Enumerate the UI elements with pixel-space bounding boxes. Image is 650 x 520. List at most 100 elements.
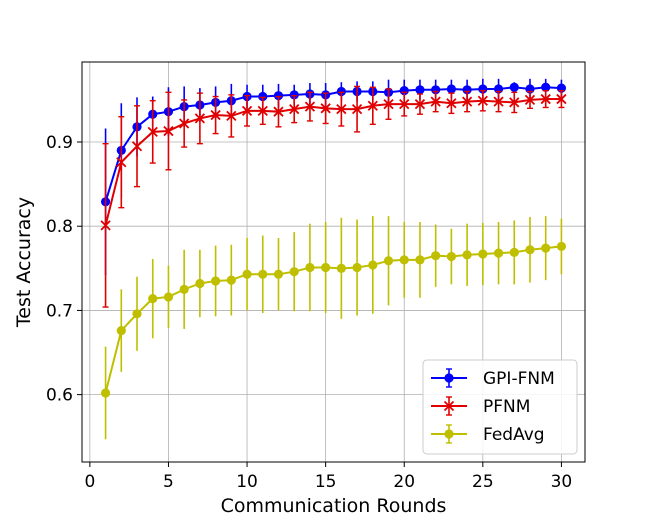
x-axis-label: Communication Rounds [221,495,447,517]
x-tick-label: 15 [315,472,337,492]
data-point [163,125,174,137]
data-point [525,245,535,255]
marker-stroke [477,95,488,106]
plot-area [100,78,567,440]
legend: GPI-FNM PFNM FedAvg [422,359,578,455]
data-point [273,91,284,101]
data-point [305,262,315,273]
data-point [148,294,158,304]
marker-stroke [226,110,237,122]
series-line [104,86,562,203]
axis-ticks: 0 5 10 15 20 25 30 0.6 0.7 0.8 0.9 [46,133,572,492]
marker-stroke [443,400,455,412]
data-point [241,105,253,116]
data-point [352,262,362,273]
data-point [461,96,473,107]
marker-stroke [461,96,473,107]
legend-item: PFNM [431,396,530,417]
data-point [289,104,300,115]
data-point [289,267,299,277]
data-point [163,292,174,302]
legend-label: PFNM [483,397,530,417]
data-point [415,255,425,265]
data-point [383,256,394,266]
marker-stroke [493,96,504,107]
data-point [336,104,347,115]
y-tick-label: 0.8 [46,217,73,237]
data-point [414,98,426,110]
data-point [383,98,394,110]
data-point [273,106,284,117]
data-point [321,262,331,273]
data-point [541,82,551,92]
legend-label: FedAvg [483,425,545,445]
marker-stroke [273,106,284,117]
marker-stroke [556,93,567,105]
data-point [116,326,126,336]
data-point [399,255,409,265]
data-point [147,126,158,138]
data-point [446,84,456,94]
marker-stroke [116,157,127,168]
legend-item: FedAvg [431,424,545,445]
x-tick-label: 5 [163,472,174,492]
data-point [132,309,142,319]
legend-marker [444,429,454,439]
data-point [210,109,221,121]
data-point [556,241,567,252]
marker-stroke [399,98,410,110]
data-point [226,110,237,122]
x-tick-label: 10 [236,472,258,492]
data-point [194,113,206,124]
marker-stroke [446,98,457,109]
data-point [368,260,378,270]
y-axis-label: Test Accuracy [13,197,35,328]
data-point [336,86,346,97]
data-point [258,91,268,102]
marker-stroke [509,97,520,108]
data-point [556,93,567,105]
marker-stroke [383,98,394,110]
marker-stroke [351,104,363,115]
data-point [430,96,441,107]
data-point [195,278,205,289]
series-pfnm [100,85,567,308]
legend-box [422,359,578,455]
data-point [446,251,456,262]
data-point [226,275,236,285]
marker-stroke [163,125,174,137]
data-point [446,98,457,109]
x-tick-label: 30 [551,472,573,492]
data-point [242,269,252,279]
marker-stroke [414,98,426,110]
legend-item: GPI-FNM [431,368,555,389]
data-point [399,98,410,110]
series-fedavg [100,216,567,440]
legend-marker [444,373,454,383]
data-point [179,284,189,294]
marker-stroke [210,109,221,121]
data-point [493,96,504,107]
data-point [509,82,519,92]
data-point [257,105,268,116]
marker-stroke [241,105,253,116]
data-point [415,85,425,95]
marker-stroke [336,104,347,115]
data-point [116,157,127,168]
legend-label: GPI-FNM [483,369,555,389]
y-tick-label: 0.6 [46,386,73,406]
y-tick-label: 0.7 [46,301,73,321]
marker-stroke [540,93,551,105]
marker-stroke [179,118,190,129]
data-point [524,94,536,106]
data-point [540,93,551,105]
marker-stroke [524,94,536,106]
data-point [100,220,111,231]
data-point [493,248,504,258]
data-point [258,269,268,279]
data-point [541,243,551,253]
marker-stroke [194,113,206,124]
marker-stroke [367,100,378,111]
marker-stroke [257,105,268,116]
